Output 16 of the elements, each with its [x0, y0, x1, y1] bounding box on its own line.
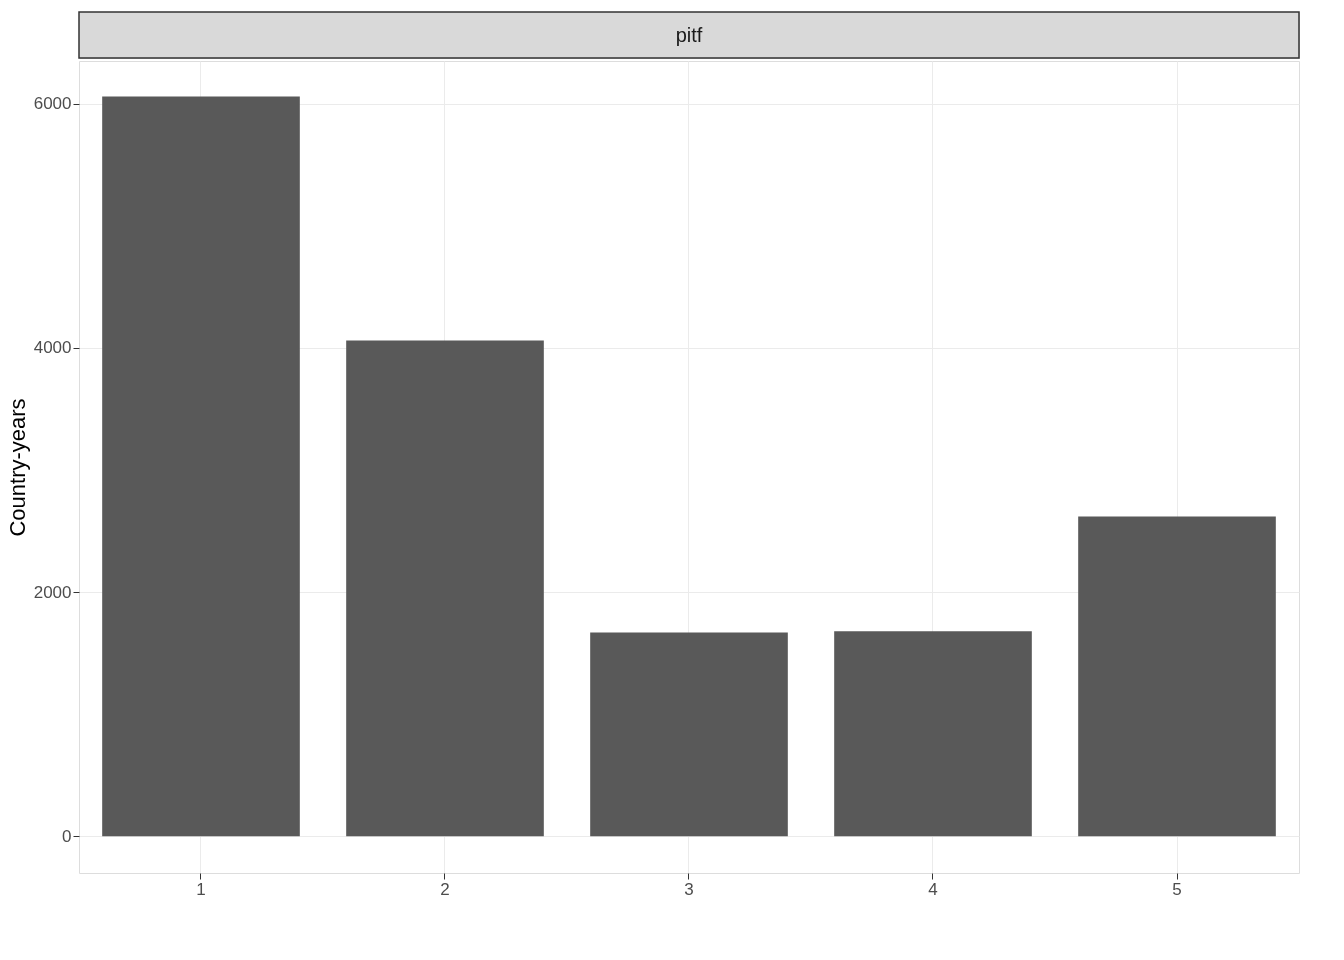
x-tick-label: 3 [684, 879, 694, 899]
x-tick-label: 5 [1172, 879, 1182, 899]
y-tick-label: 6000 [33, 94, 72, 114]
bar [1078, 516, 1276, 837]
bar [834, 631, 1032, 837]
chart-title: pitf [675, 24, 703, 46]
x-tick-label: 4 [928, 879, 938, 899]
bar [102, 96, 300, 837]
x-tick-label: 2 [440, 879, 450, 899]
y-tick-label: 2000 [33, 582, 72, 602]
x-tick-label: 1 [196, 879, 206, 899]
bar [346, 340, 544, 837]
bar [590, 632, 788, 837]
y-axis-title: Country-years [4, 398, 30, 537]
y-tick-label: 4000 [33, 338, 72, 358]
y-tick-label: 0 [62, 826, 72, 846]
